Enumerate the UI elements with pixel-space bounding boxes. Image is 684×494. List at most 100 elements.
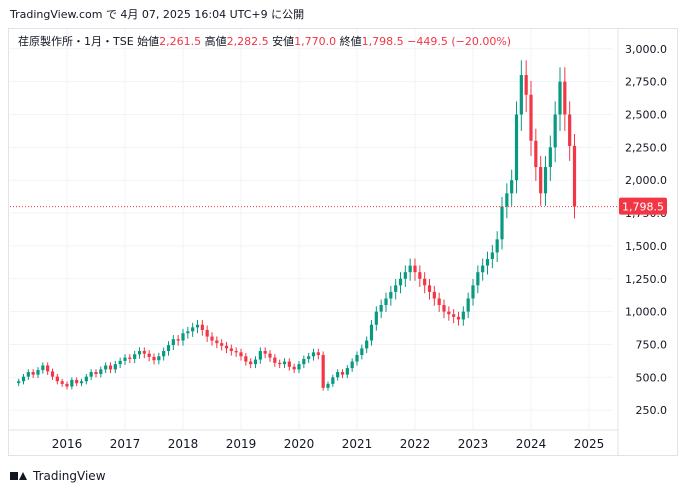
candle-body	[94, 372, 98, 375]
year-tick-label: 2022	[400, 437, 431, 451]
candle-body	[500, 206, 504, 240]
price-tick-label: 1,250.0	[625, 273, 667, 286]
time-axis: 2016 2017 2018 2019 2020 2021 2022 2023 2024 2025	[9, 429, 618, 451]
candle-body	[75, 379, 79, 384]
candle-body	[476, 272, 480, 286]
candle-body	[215, 340, 219, 344]
candle-body	[452, 314, 456, 317]
candle-body	[471, 285, 475, 299]
price-tick-label: 1,500.0	[625, 240, 667, 253]
candle-body	[239, 352, 243, 357]
last-price-badge: 1,798.5	[622, 201, 664, 214]
year-tick-label: 2020	[284, 437, 315, 451]
candle-body	[70, 379, 74, 387]
candle-body	[21, 376, 26, 382]
candle-body	[360, 348, 364, 355]
candle-body	[558, 81, 562, 115]
candle-body	[413, 265, 417, 273]
candle-body	[171, 339, 175, 346]
candle-body	[200, 324, 204, 330]
published-header: TradingView.com で 4月 07, 2025 16:04 UTC+…	[10, 8, 305, 21]
candle-body	[181, 333, 185, 341]
candle-body	[427, 285, 432, 292]
candle-body	[50, 371, 55, 377]
candle-body	[176, 339, 180, 341]
candle-body	[195, 324, 200, 328]
low-value: 1,770.0	[294, 35, 337, 48]
grid-lines	[10, 29, 613, 430]
price-tick-label: 2,000.0	[625, 174, 667, 187]
candle-body	[543, 167, 548, 194]
candle-body	[191, 327, 195, 332]
candle-body	[374, 311, 378, 325]
candle-body	[336, 372, 340, 378]
candle-body	[157, 356, 161, 361]
candle-body	[244, 356, 248, 362]
year-tick-label: 2025	[574, 437, 605, 451]
price-tick-label: 1,000.0	[625, 306, 667, 319]
candle-body	[287, 361, 291, 367]
candle-body	[340, 372, 345, 375]
last-price-badge-bg	[619, 197, 667, 215]
candle-body	[152, 356, 156, 361]
candle-body	[534, 140, 538, 168]
candle-body	[128, 357, 132, 359]
year-tick-label: 2016	[52, 437, 83, 451]
year-tick-label: 2017	[110, 437, 141, 451]
candle-body	[384, 298, 388, 306]
candle-body	[142, 351, 146, 354]
candle-body	[282, 361, 287, 365]
candle-body	[514, 114, 519, 181]
candle-body	[398, 278, 403, 286]
tradingview-footer[interactable]: TradingView	[10, 469, 106, 483]
price-tick-label: 2,250.0	[625, 141, 667, 154]
candle-body	[297, 364, 301, 370]
candle-body	[505, 193, 509, 207]
candle-body	[369, 324, 374, 341]
candle-body	[55, 376, 59, 382]
tradingview-logo-icon	[10, 470, 28, 482]
candle-body	[65, 383, 69, 387]
price-tick-label: 2,500.0	[625, 109, 667, 122]
candle-body	[166, 345, 171, 352]
candle-body	[563, 81, 567, 115]
candle-body	[258, 351, 262, 360]
year-tick-label: 2021	[342, 437, 373, 451]
symbol-legend: 荏原製作所・1月・TSE 始値2,261.5 高値2,282.5 安値1,770…	[18, 33, 511, 49]
candle-body	[394, 285, 398, 292]
candle-body	[389, 291, 393, 299]
close-label: 終値	[339, 35, 362, 48]
candle-body	[46, 365, 50, 372]
candle-body	[495, 239, 499, 253]
candle-body	[423, 278, 427, 286]
candle-body	[224, 345, 229, 349]
candle-body	[26, 372, 30, 377]
candle-body	[408, 265, 412, 273]
candle-body	[234, 351, 238, 353]
candle-body	[572, 145, 577, 207]
candle-body	[355, 354, 359, 362]
year-tick-label: 2024	[516, 437, 547, 451]
candle-body	[108, 365, 113, 370]
candle-body	[456, 316, 461, 320]
candle-body	[84, 376, 88, 382]
candle-body	[529, 94, 533, 141]
candle-body	[461, 311, 465, 320]
candle-body	[321, 354, 325, 388]
high-label: 高値	[204, 35, 227, 48]
open-label: 始値	[137, 35, 160, 48]
year-tick-label: 2019	[226, 437, 257, 451]
chart-frame	[8, 28, 678, 456]
change-value: −449.5 (−20.00%)	[407, 35, 512, 48]
candle-body	[273, 357, 277, 363]
year-tick-label: 2023	[458, 437, 489, 451]
candle-body	[466, 298, 470, 312]
candle-body	[104, 365, 108, 370]
candle-body	[553, 114, 557, 148]
candle-body	[524, 75, 528, 95]
candle-body	[326, 383, 330, 388]
candle-body	[253, 359, 258, 365]
candle-body	[316, 352, 320, 355]
candle-body	[519, 75, 523, 115]
